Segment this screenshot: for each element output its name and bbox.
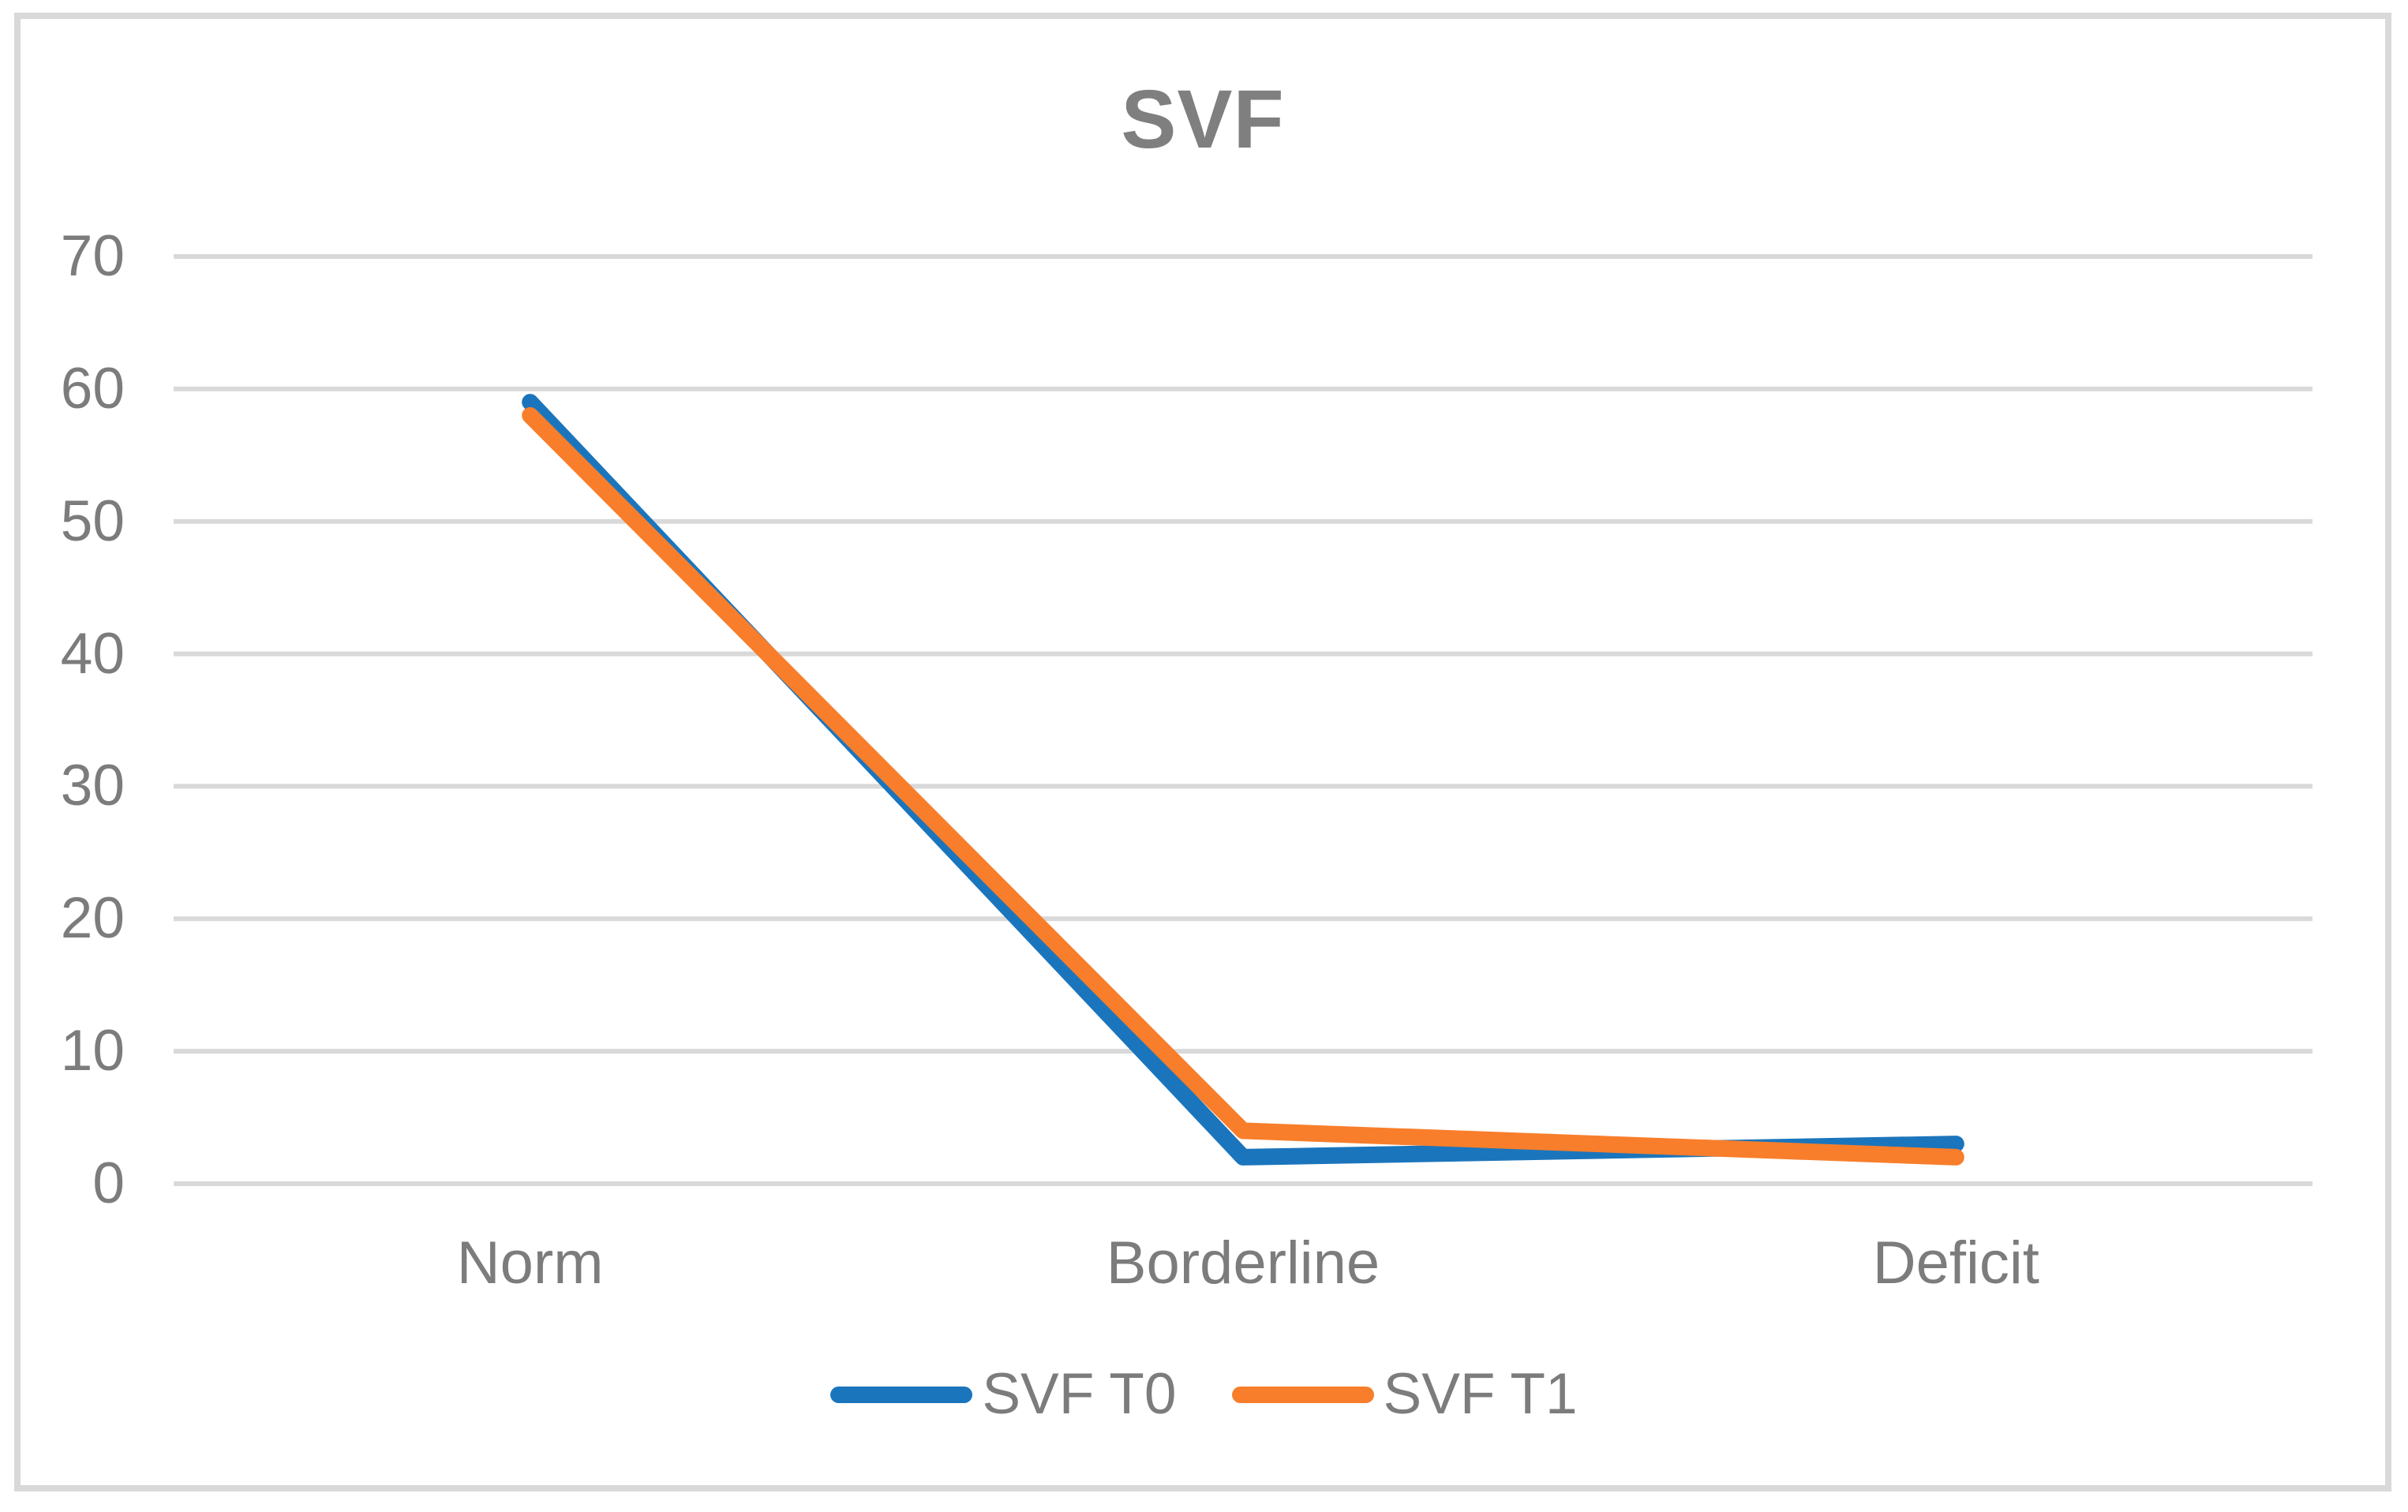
legend: SVF T0 SVF T1 <box>0 1359 2408 1430</box>
legend-label: SVF T0 <box>982 1362 1177 1426</box>
legend-label: SVF T1 <box>1383 1362 1578 1426</box>
y-axis-tick-label: 40 <box>60 621 125 686</box>
legend-entry: SVF T1 <box>1231 1359 1578 1430</box>
series-line-svf-t1 <box>522 406 1964 1166</box>
legend-line-swatch <box>1231 1386 1374 1403</box>
x-axis-category-label: Norm <box>456 1229 604 1297</box>
y-axis-tick-label: 10 <box>60 1019 125 1083</box>
series-line-svf-t0 <box>522 394 1964 1166</box>
chart-title: SVF <box>1121 73 1285 166</box>
y-axis-tick-label: 30 <box>60 754 125 818</box>
y-axis-tick-label: 50 <box>60 488 125 553</box>
legend-entry: SVF T0 <box>830 1359 1177 1430</box>
y-axis-tick-label: 20 <box>60 886 125 951</box>
chart-frame <box>14 13 2391 1491</box>
x-axis-category-label: Borderline <box>1106 1229 1380 1297</box>
y-axis-tick-label: 0 <box>92 1151 125 1215</box>
x-axis-category-label: Deficit <box>1872 1229 2039 1297</box>
legend-line-swatch <box>830 1386 973 1403</box>
y-axis-tick-label: 70 <box>60 224 125 288</box>
y-axis-tick-label: 60 <box>60 356 125 421</box>
